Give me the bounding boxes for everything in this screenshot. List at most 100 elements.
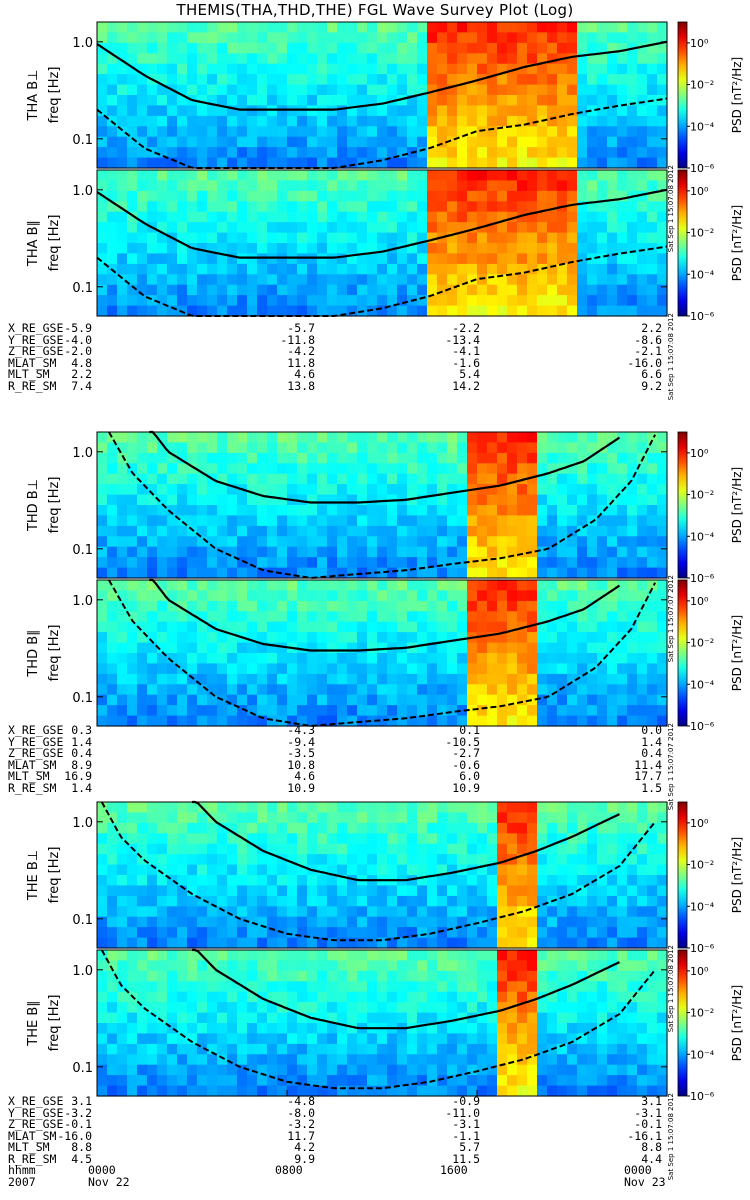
spectrogram-cell [507, 84, 518, 96]
spectrogram-cell [167, 1033, 178, 1045]
spectrogram-cell [587, 274, 598, 286]
spectrogram-cell [257, 442, 268, 454]
spectrogram-cell [157, 295, 168, 307]
spectrogram-cell [197, 970, 208, 982]
spectrogram-cell [297, 970, 308, 982]
spectrogram-cell [237, 843, 248, 855]
spectrogram-cell [257, 567, 268, 579]
spectrogram-cell [477, 147, 488, 159]
spectrogram-cell [497, 1075, 508, 1087]
spectrogram-cell [247, 663, 258, 675]
spectrogram-cell [117, 937, 128, 949]
spectrogram-cell [117, 432, 128, 443]
spectrogram-cell [217, 95, 228, 106]
spectrogram-cell [307, 916, 318, 928]
spectrogram-cell [187, 916, 198, 928]
spectrogram-cell [447, 126, 458, 138]
spectrogram-cell [137, 960, 148, 972]
spectrogram-cell [177, 715, 188, 727]
spectrogram-cell [97, 611, 108, 623]
spectrogram-cell [187, 833, 198, 845]
spectrogram-cell [407, 833, 418, 845]
spectrogram-cell [457, 895, 468, 907]
spectrogram-cell [427, 222, 438, 234]
spectrogram-cell [487, 854, 498, 866]
spectrogram-cell [307, 1075, 318, 1087]
spectrogram-cell [237, 222, 248, 234]
spectrogram-cell [647, 642, 658, 654]
spectrogram-cell [177, 432, 188, 443]
spectrogram-cell [217, 812, 228, 824]
spectrogram-cell [567, 263, 578, 275]
spectrogram-cell [197, 981, 208, 993]
spectrogram-cell [577, 243, 588, 254]
spectrogram-cell [237, 885, 248, 897]
spectrogram-cell [297, 105, 308, 117]
spectrogram-cell [137, 991, 148, 1003]
spectrogram-cell [227, 557, 238, 569]
spectrogram-cell [567, 684, 578, 696]
spectrogram-cell [417, 432, 428, 443]
ephemeris-value: 11.4 [634, 757, 662, 772]
spectrogram-cell [317, 864, 328, 876]
spectrogram-cell [307, 53, 318, 65]
spectrogram-cell [357, 505, 368, 516]
spectrogram-cell [247, 505, 258, 516]
spectrogram-cell [387, 201, 398, 213]
spectrogram-cell [637, 1023, 648, 1034]
spectrogram-cell [577, 95, 588, 106]
gyrofrequency-solid-line [96, 40, 668, 111]
spectrogram-cell [657, 284, 668, 296]
panel-label: THD B∥ [26, 629, 41, 677]
spectrogram-cell [577, 854, 588, 866]
spectrogram-cell [637, 567, 648, 579]
spectrogram-cell [427, 960, 438, 972]
spectrogram-cell [397, 42, 408, 54]
spectrogram-cell [457, 1043, 468, 1055]
spectrogram-cell [617, 812, 628, 824]
spectrogram-cell [227, 875, 238, 886]
spectrogram-cell [447, 927, 458, 939]
spectrogram-cell [477, 53, 488, 65]
spectrogram-cell [137, 63, 148, 75]
spectrogram-cell [337, 1064, 348, 1076]
spectrogram-cell [157, 621, 168, 633]
ephemeris-value: 1.5 [641, 780, 662, 795]
spectrogram-cell [547, 505, 558, 516]
spectrogram-cell [257, 1033, 268, 1045]
spectrogram-cell [307, 126, 318, 138]
spectrogram-cell [337, 473, 348, 485]
spectrogram-cell [597, 105, 608, 117]
spectrogram-cell [207, 991, 218, 1003]
spectrogram-cell [127, 190, 138, 202]
spectrogram-cell [307, 673, 318, 685]
spectrogram-cell [387, 1085, 398, 1097]
spectrogram-cell [527, 157, 538, 169]
spectrogram-cell [167, 284, 178, 296]
spectrogram-cell [137, 906, 148, 918]
spectrogram-cell [617, 822, 628, 834]
spectrogram-cell [297, 263, 308, 275]
spectrogram-cell [567, 705, 578, 717]
spectrogram-cell [617, 42, 628, 54]
spectrogram-cell [357, 201, 368, 213]
spectrogram-cell [347, 536, 358, 548]
spectrogram-cell [517, 822, 528, 834]
spectrogram-cell [357, 515, 368, 527]
spectrogram-cell [597, 32, 608, 44]
ephemeris-value: 5.4 [459, 367, 480, 381]
spectrogram-cell [137, 895, 148, 907]
spectrogram-cell [237, 463, 248, 475]
spectrogram-cell [487, 1043, 498, 1055]
spectrogram-cell [187, 1054, 198, 1066]
spectrogram-cell [267, 1075, 278, 1087]
spectrogram-cell [457, 906, 468, 918]
spectrogram-cell [277, 284, 288, 296]
ephemeris-row-label: MLAT_SM [8, 757, 57, 772]
spectrogram-cell [417, 642, 428, 654]
spectrogram-cell [397, 854, 408, 866]
spectrogram-cell [457, 1085, 468, 1097]
spectrogram-cell [257, 916, 268, 928]
spectrogram-cell [357, 126, 368, 138]
spectrogram-cell [557, 927, 568, 939]
